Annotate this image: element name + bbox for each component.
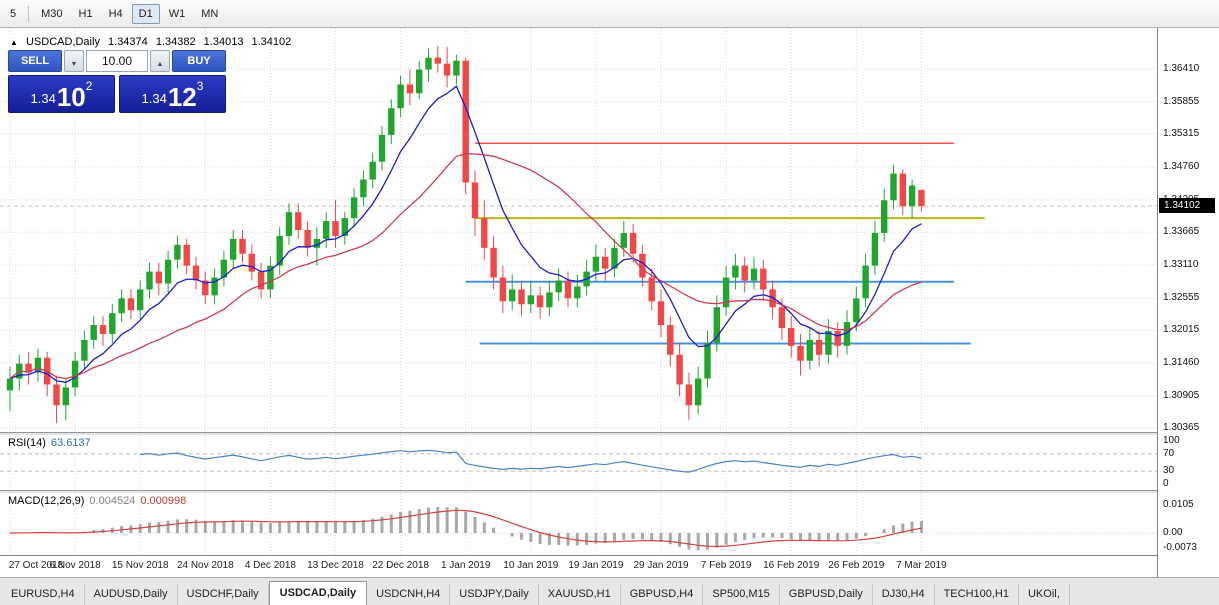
date-axis-label: 4 Dec 2018 [244,560,296,571]
date-axis-label: 24 Nov 2018 [176,560,234,571]
chart-ohlc-readout: USDCAD,Daily 1.34374 1.34382 1.34013 1.3… [10,36,296,48]
macd-value-signal: 0.000998 [140,495,187,507]
ohlc-high: 1.34382 [155,36,196,48]
price-axis-label: 1.35855 [1163,95,1200,107]
macd-level-label: 0.0105 [1163,498,1194,510]
sell-price-base: 1.34 [30,91,56,106]
price-axis-label: 1.32015 [1163,324,1200,336]
date-axis-label: 26 Feb 2019 [828,560,885,571]
toolbar-separator [28,5,30,22]
date-axis-label: 7 Mar 2019 [896,560,947,571]
chevron-down-icon [71,54,78,69]
sell-price-sup: 2 [85,79,93,93]
date-axis-label: 1 Jan 2019 [440,560,491,571]
sell-price-pips: 10 [56,81,86,112]
date-axis-label: 29 Jan 2019 [633,560,689,571]
macd-level-label: -0.0073 [1163,542,1197,553]
date-axis[interactable]: 27 Oct 2018 6 Nov 2018 15 Nov 2018 24 Nov 2… [0,555,1157,577]
tab-eurusd-h4[interactable]: EURUSD,H4 [2,584,85,605]
tab-xauusd-h1[interactable]: XAUUSD,H1 [539,584,621,605]
rsi-level-label: 70 [1163,447,1175,459]
trade-price-tiles: 1.34 10 2 1.34 12 3 [8,75,230,113]
rsi-value: 63.6137 [50,437,91,449]
rsi-level-label: 30 [1163,465,1175,477]
price-axis-label: 1.34760 [1163,161,1200,173]
macd-value-main: 0.004524 [89,495,136,507]
current-price-badge: 1.34102 [1159,198,1215,214]
sell-button[interactable]: SELL [8,50,62,72]
price-axis-label: 1.33665 [1163,226,1200,238]
chart-area: USDCAD,Daily 1.34374 1.34382 1.34013 1.3… [0,28,1219,577]
price-axis[interactable]: 1.364101.358551.353151.347601.342051.336… [1157,28,1219,577]
date-axis-label: 15 Nov 2018 [111,560,169,571]
chart-tab-bar: EURUSD,H4 AUDUSD,Daily USDCHF,Daily USDCAD,… [0,577,1219,605]
macd-title: MACD(12,26,9) [8,495,85,507]
tab-ukoil[interactable]: UKOil, [1019,584,1070,605]
macd-panel-canvas[interactable] [0,493,1157,555]
timeframe-toolbar: 5 M30 H1 H4 D1 W1 MN [0,0,1219,28]
tab-usdcad-daily[interactable]: USDCAD,Daily [268,581,368,605]
chevron-up-icon [157,54,164,69]
up-arrow-icon [10,36,18,48]
date-axis-label: 27 Oct 2018 [8,560,64,571]
ohlc-low: 1.34013 [203,36,244,48]
volume-decrease-button[interactable] [64,50,84,72]
price-axis-label: 1.33110 [1163,259,1199,271]
tab-usdjpy-daily[interactable]: USDJPY,Daily [450,584,539,605]
price-axis-label: 1.35315 [1163,128,1200,140]
date-axis-label: 13 Dec 2018 [307,560,364,571]
tab-gbpusd-h4[interactable]: GBPUSD,H4 [621,584,704,605]
panel-splitter[interactable] [0,490,1219,493]
tab-dj30-h4[interactable]: DJ30,H4 [873,584,935,605]
timeframe-button-w1[interactable]: W1 [162,4,193,24]
date-axis-label: 19 Jan 2019 [568,560,624,571]
rsi-panel-canvas[interactable] [0,435,1157,490]
date-axis-label: 6 Nov 2018 [49,560,101,571]
tab-usdcnh-h4[interactable]: USDCNH,H4 [367,584,451,605]
date-axis-label: 10 Jan 2019 [503,560,559,571]
one-click-trading-panel: SELL BUY 1.34 10 2 1.34 12 3 [8,50,230,113]
date-axis-label: 16 Feb 2019 [763,560,820,571]
date-axis-label: 7 Feb 2019 [700,560,752,571]
tab-usdchf-daily[interactable]: USDCHF,Daily [178,584,269,605]
price-axis-label: 1.30905 [1163,390,1200,402]
rsi-indicator-label: RSI(14) 63.6137 [8,437,96,449]
trade-controls-row: SELL BUY [8,50,230,72]
volume-input[interactable] [86,50,148,72]
ohlc-close: 1.34102 [251,36,292,48]
timeframe-button-5[interactable]: 5 [3,4,23,24]
date-axis-label: 22 Dec 2018 [372,560,429,571]
macd-indicator-label: MACD(12,26,9) 0.004524 0.000998 [8,495,191,507]
tab-sp500-m15[interactable]: SP500,M15 [703,584,780,605]
buy-price-tile[interactable]: 1.34 12 3 [119,75,226,113]
buy-price-pips: 12 [167,81,197,112]
price-axis-label: 1.36410 [1163,62,1200,74]
macd-level-label: 0.00 [1163,527,1183,538]
timeframe-button-m30[interactable]: M30 [34,4,69,24]
buy-price-sup: 3 [196,79,204,93]
price-axis-label: 1.31460 [1163,357,1200,369]
sell-price-tile[interactable]: 1.34 10 2 [8,75,115,113]
price-axis-label: 1.32555 [1163,292,1200,304]
buy-price-base: 1.34 [141,91,167,106]
price-axis-label: 1.30365 [1163,422,1200,434]
timeframe-button-d1[interactable]: D1 [131,3,160,24]
rsi-level-label: 100 [1163,435,1180,446]
volume-increase-button[interactable] [150,50,170,72]
ohlc-open: 1.34374 [108,36,148,48]
chart-symbol: USDCAD,Daily [25,36,100,48]
timeframe-button-mn[interactable]: MN [194,4,225,24]
tab-gbpusd-daily[interactable]: GBPUSD,Daily [780,584,873,605]
rsi-level-label: 0 [1163,478,1169,489]
panel-splitter[interactable] [0,432,1219,435]
timeframe-button-h1[interactable]: H1 [72,4,100,24]
tab-audusd-daily[interactable]: AUDUSD,Daily [85,584,178,605]
timeframe-button-h4[interactable]: H4 [102,4,130,24]
rsi-title: RSI(14) [8,437,46,449]
tab-tech100-h1[interactable]: TECH100,H1 [935,584,1019,605]
buy-button[interactable]: BUY [172,50,226,72]
